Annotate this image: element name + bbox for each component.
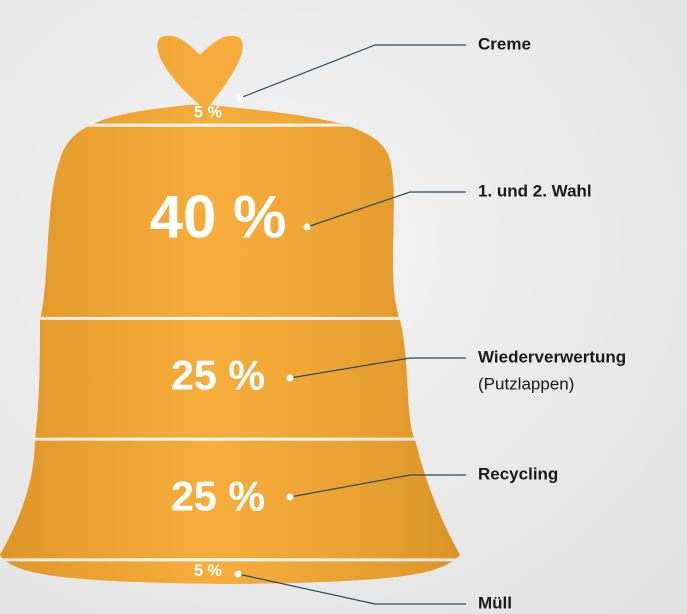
leader-dot: [287, 375, 294, 382]
value-label: 5 %: [194, 562, 223, 580]
category-label: Creme: [478, 34, 531, 53]
value-label: 25 %: [171, 353, 265, 399]
leader-dot: [235, 571, 242, 578]
annotation: (Putzlappen): [478, 374, 574, 393]
category-label: Wiederverwertung: [478, 347, 626, 366]
leader-dot: [237, 95, 244, 102]
value-label: 5 %: [194, 103, 223, 121]
category-label: Müll: [478, 593, 512, 612]
page: 5 % Creme 40 % 1. und 2. Wahl 25 % Wiederverw…: [0, 0, 687, 614]
value-label: 40 %: [150, 184, 287, 251]
category-label: 1. und 2. Wahl: [478, 181, 592, 200]
leader-dot: [304, 224, 311, 231]
category-label: Recycling: [478, 464, 558, 483]
chart: 5 % Creme 40 % 1. und 2. Wahl 25 % Wiederverw…: [0, 0, 687, 614]
value-label: 25 %: [171, 473, 265, 519]
leader-dot: [287, 494, 294, 501]
